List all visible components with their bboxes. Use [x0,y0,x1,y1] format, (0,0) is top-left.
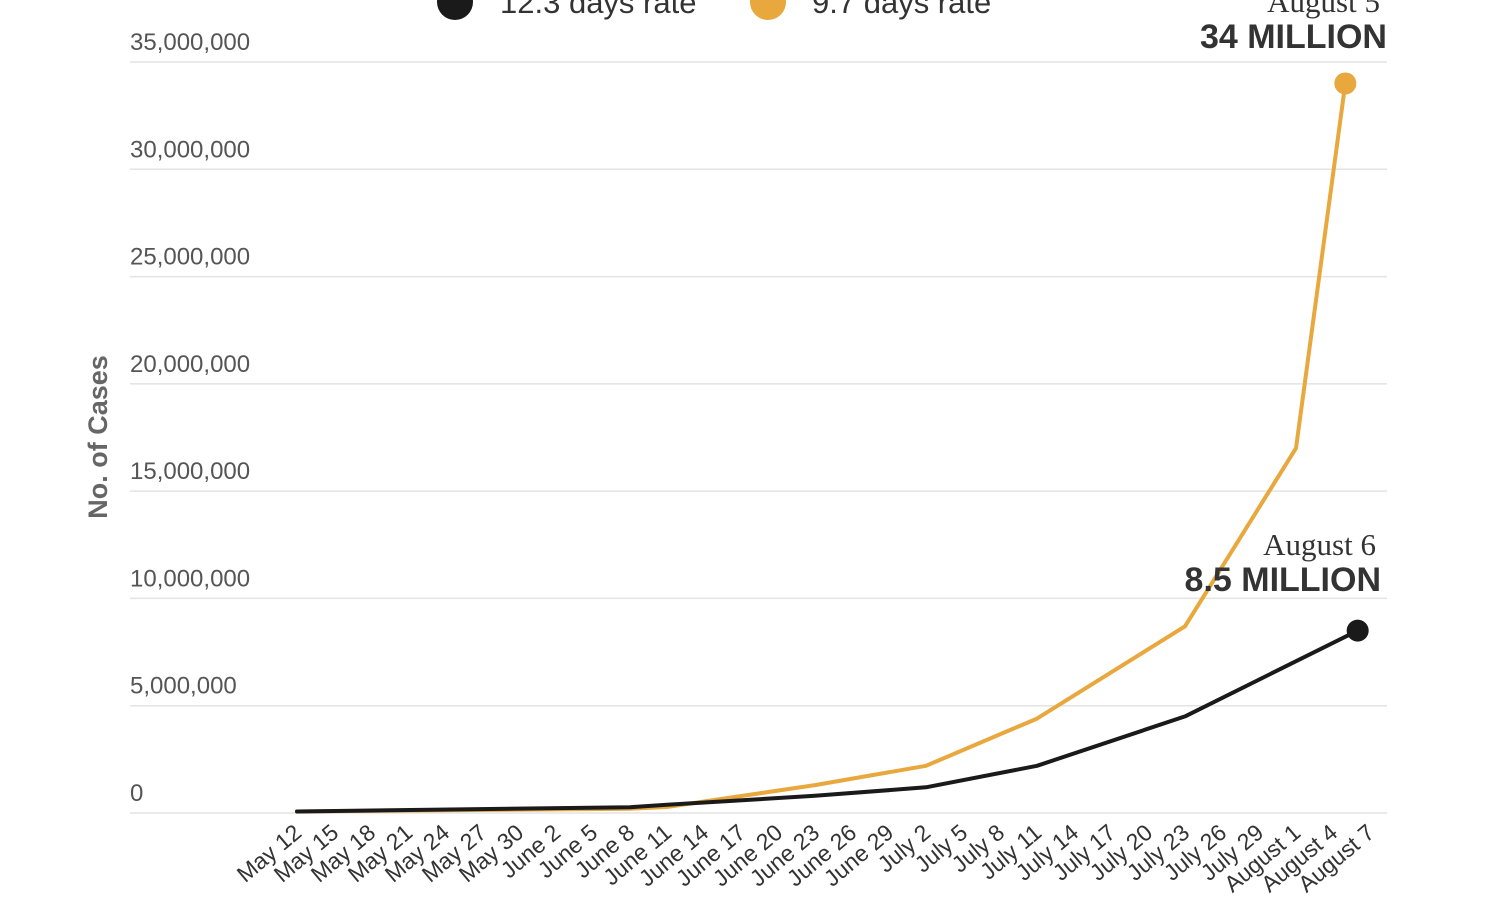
series-line-9-7-days-rate [295,81,1348,814]
end-annotations: August 5 34 MILLION August 6 8.5 MILLION [1185,0,1387,599]
y-axis-label: No. of Cases [83,355,113,519]
annotation-date-12-3-days-rate: August 6 [1263,527,1376,562]
annotation-value-12-3-days-rate: 8.5 MILLION [1185,561,1381,599]
series-end-marker-9-7-days-rate [1334,72,1357,95]
gridlines [130,61,1387,814]
y-tick-label: 20,000,000 [130,351,250,378]
legend-marker-12-3-days-rate [437,0,473,20]
y-tick-label: 0 [130,780,143,807]
series-end-marker-12-3-days-rate [1346,619,1369,642]
legend-label-9-7-days-rate: 9.7 days rate [812,0,991,20]
legend-label-12-3-days-rate: 12.3 days rate [500,0,696,20]
y-tick-label: 35,000,000 [130,29,250,56]
y-tick-label: 15,000,000 [130,458,250,485]
legend-marker-9-7-days-rate [750,0,786,20]
chart-legend: 12.3 days rate 9.7 days rate [437,0,991,20]
y-tick-label: 25,000,000 [130,244,250,271]
series-lines [295,72,1369,814]
y-axis-ticks: 0 5,000,000 10,000,000 15,000,000 20,000,000… [130,29,250,807]
y-tick-label: 10,000,000 [130,565,250,592]
annotation-date-9-7-days-rate: August 5 [1267,0,1380,19]
y-tick-label: 30,000,000 [130,136,250,163]
y-tick-label: 5,000,000 [130,673,237,700]
annotation-value-9-7-days-rate: 34 MILLION [1200,18,1387,56]
series-line-12-3-days-rate [295,628,1360,814]
